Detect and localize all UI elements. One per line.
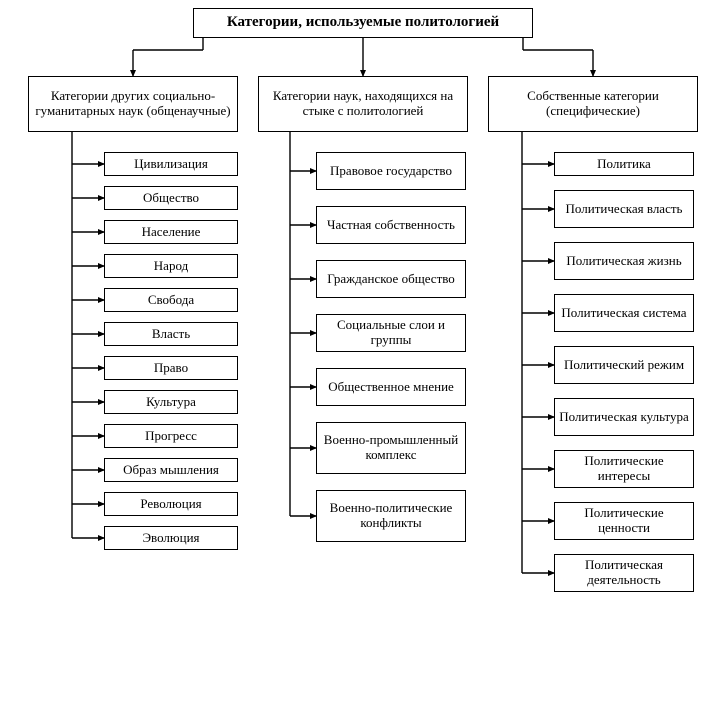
item-col1-0-label: Цивилизация (134, 157, 208, 172)
item-col3-1-label: Политическая власть (566, 202, 683, 217)
item-col3-1: Политическая власть (554, 190, 694, 228)
item-col3-6: Политические интересы (554, 450, 694, 488)
branch-header-0: Категории других социально-гуманитарных … (28, 76, 238, 132)
item-col3-7: Политические ценности (554, 502, 694, 540)
item-col1-4-label: Свобода (148, 293, 194, 308)
item-col3-2: Политическая жизнь (554, 242, 694, 280)
item-col3-4: Политический режим (554, 346, 694, 384)
item-col2-2: Гражданское общество (316, 260, 466, 298)
item-col2-0-label: Правовое государство (330, 164, 452, 179)
branch-header-1-label: Категории наук, находящихся на стыке с п… (263, 89, 463, 119)
item-col1-4: Свобода (104, 288, 238, 312)
item-col3-0-label: Политика (597, 157, 651, 172)
item-col2-6-label: Военно-политические конфликты (321, 501, 461, 531)
item-col2-2-label: Гражданское общество (327, 272, 455, 287)
item-col2-5-label: Военно-промышленный комплекс (321, 433, 461, 463)
item-col2-3: Социальные слои и группы (316, 314, 466, 352)
item-col3-3: Политическая система (554, 294, 694, 332)
item-col2-4-label: Общественное мнение (328, 380, 454, 395)
item-col3-8-label: Политическая деятельность (559, 558, 689, 588)
item-col1-0: Цивилизация (104, 152, 238, 176)
root-node-label: Категории, используемые политологией (227, 14, 499, 31)
item-col3-5-label: Политическая культура (559, 410, 689, 425)
item-col2-5: Военно-промышленный комплекс (316, 422, 466, 474)
item-col2-3-label: Социальные слои и группы (321, 318, 461, 348)
item-col1-10-label: Революция (140, 497, 201, 512)
root-node: Категории, используемые политологией (193, 8, 533, 38)
item-col3-7-label: Политические ценности (559, 506, 689, 536)
item-col2-6: Военно-политические конфликты (316, 490, 466, 542)
item-col2-4: Общественное мнение (316, 368, 466, 406)
branch-header-2-label: Собственные категории (специфические) (493, 89, 693, 119)
item-col1-11-label: Эволюция (142, 531, 199, 546)
item-col3-3-label: Политическая система (561, 306, 686, 321)
item-col3-8: Политическая деятельность (554, 554, 694, 592)
item-col1-5: Власть (104, 322, 238, 346)
branch-header-0-label: Категории других социально-гуманитарных … (33, 89, 233, 119)
item-col2-0: Правовое государство (316, 152, 466, 190)
branch-header-1: Категории наук, находящихся на стыке с п… (258, 76, 468, 132)
item-col1-2: Население (104, 220, 238, 244)
item-col1-1: Общество (104, 186, 238, 210)
item-col1-9: Образ мышления (104, 458, 238, 482)
item-col3-2-label: Политическая жизнь (566, 254, 681, 269)
item-col3-6-label: Политические интересы (559, 454, 689, 484)
item-col2-1: Частная собственность (316, 206, 466, 244)
item-col3-5: Политическая культура (554, 398, 694, 436)
item-col1-9-label: Образ мышления (123, 463, 219, 478)
item-col1-11: Эволюция (104, 526, 238, 550)
item-col1-3: Народ (104, 254, 238, 278)
item-col1-8-label: Прогресс (145, 429, 197, 444)
item-col1-7-label: Культура (146, 395, 196, 410)
item-col2-1-label: Частная собственность (327, 218, 455, 233)
item-col1-1-label: Общество (143, 191, 199, 206)
item-col1-6: Право (104, 356, 238, 380)
item-col1-3-label: Народ (154, 259, 188, 274)
item-col1-8: Прогресс (104, 424, 238, 448)
item-col1-10: Революция (104, 492, 238, 516)
branch-header-2: Собственные категории (специфические) (488, 76, 698, 132)
item-col1-7: Культура (104, 390, 238, 414)
item-col1-2-label: Население (142, 225, 201, 240)
item-col1-5-label: Власть (152, 327, 190, 342)
item-col1-6-label: Право (154, 361, 188, 376)
item-col3-4-label: Политический режим (564, 358, 684, 373)
item-col3-0: Политика (554, 152, 694, 176)
